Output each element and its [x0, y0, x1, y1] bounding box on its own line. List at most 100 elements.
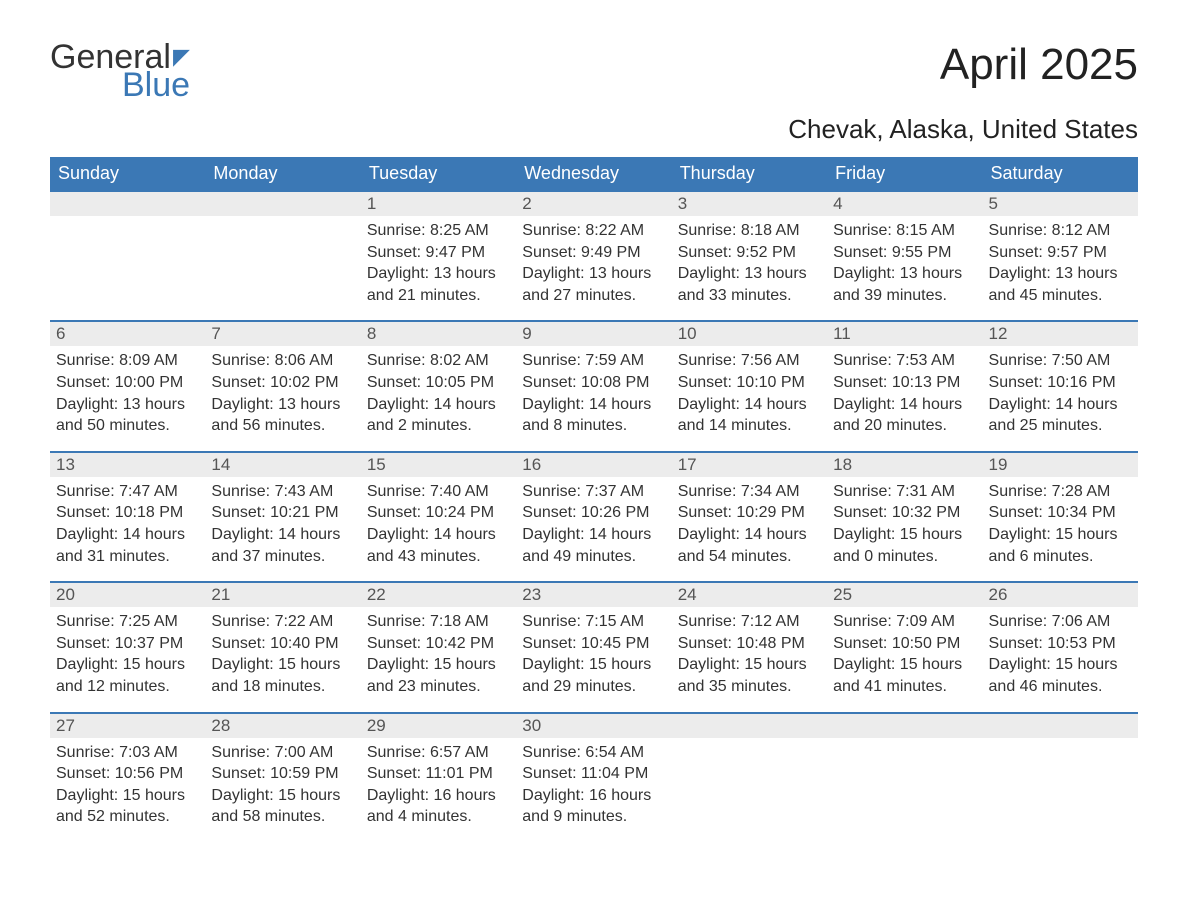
day-content-cell: Sunrise: 6:54 AMSunset: 11:04 PMDaylight… [516, 738, 671, 842]
day-content-cell: Sunrise: 8:02 AMSunset: 10:05 PMDaylight… [361, 346, 516, 451]
sunrise-text: Sunrise: 7:18 AM [367, 611, 510, 633]
daylight2-text: and 46 minutes. [989, 676, 1132, 698]
daylight2-text: and 0 minutes. [833, 546, 976, 568]
day-number-cell: 18 [827, 452, 982, 477]
day-content-cell: Sunrise: 7:47 AMSunset: 10:18 PMDaylight… [50, 477, 205, 582]
daylight2-text: and 35 minutes. [678, 676, 821, 698]
sunrise-text: Sunrise: 7:37 AM [522, 481, 665, 503]
sunrise-text: Sunrise: 8:12 AM [989, 220, 1132, 242]
day-content-cell: Sunrise: 8:25 AMSunset: 9:47 PMDaylight:… [361, 216, 516, 321]
day-content-cell: Sunrise: 7:31 AMSunset: 10:32 PMDaylight… [827, 477, 982, 582]
daylight1-text: Daylight: 15 hours [833, 654, 976, 676]
sunrise-text: Sunrise: 8:09 AM [56, 350, 199, 372]
daylight1-text: Daylight: 13 hours [833, 263, 976, 285]
sunrise-text: Sunrise: 7:22 AM [211, 611, 354, 633]
daylight1-text: Daylight: 13 hours [522, 263, 665, 285]
day-number-cell: 13 [50, 452, 205, 477]
sunrise-text: Sunrise: 7:50 AM [989, 350, 1132, 372]
daylight1-text: Daylight: 15 hours [678, 654, 821, 676]
weekday-header: Monday [205, 157, 360, 191]
day-content-cell: Sunrise: 8:12 AMSunset: 9:57 PMDaylight:… [983, 216, 1138, 321]
daylight2-text: and 2 minutes. [367, 415, 510, 437]
calendar-table: Sunday Monday Tuesday Wednesday Thursday… [50, 157, 1138, 842]
daylight2-text: and 58 minutes. [211, 806, 354, 828]
day-number-cell: 19 [983, 452, 1138, 477]
sunset-text: Sunset: 10:05 PM [367, 372, 510, 394]
day-content-cell [827, 738, 982, 842]
page-title: April 2025 [940, 40, 1138, 90]
sunset-text: Sunset: 10:59 PM [211, 763, 354, 785]
sunrise-text: Sunrise: 7:56 AM [678, 350, 821, 372]
daylight1-text: Daylight: 13 hours [211, 394, 354, 416]
daylight2-text: and 21 minutes. [367, 285, 510, 307]
day-number-cell: 10 [672, 321, 827, 346]
day-content-cell: Sunrise: 7:06 AMSunset: 10:53 PMDaylight… [983, 607, 1138, 712]
daylight2-text: and 45 minutes. [989, 285, 1132, 307]
sunset-text: Sunset: 10:16 PM [989, 372, 1132, 394]
daylight1-text: Daylight: 14 hours [56, 524, 199, 546]
daylight1-text: Daylight: 15 hours [56, 654, 199, 676]
sunset-text: Sunset: 9:57 PM [989, 242, 1132, 264]
day-number-cell: 23 [516, 582, 671, 607]
weekday-header: Wednesday [516, 157, 671, 191]
daylight1-text: Daylight: 15 hours [833, 524, 976, 546]
day-number-cell: 27 [50, 713, 205, 738]
daylight1-text: Daylight: 14 hours [367, 524, 510, 546]
day-number-cell: 29 [361, 713, 516, 738]
daylight1-text: Daylight: 14 hours [678, 524, 821, 546]
daylight1-text: Daylight: 14 hours [211, 524, 354, 546]
location-subtitle: Chevak, Alaska, United States [50, 114, 1138, 145]
sunset-text: Sunset: 10:18 PM [56, 502, 199, 524]
day-number-cell: 22 [361, 582, 516, 607]
daylight2-text: and 41 minutes. [833, 676, 976, 698]
sunrise-text: Sunrise: 7:40 AM [367, 481, 510, 503]
daylight1-text: Daylight: 14 hours [522, 394, 665, 416]
sunrise-text: Sunrise: 8:18 AM [678, 220, 821, 242]
day-number-cell: 16 [516, 452, 671, 477]
day-content-cell: Sunrise: 7:03 AMSunset: 10:56 PMDaylight… [50, 738, 205, 842]
daylight2-text: and 43 minutes. [367, 546, 510, 568]
day-number-row: 27282930 [50, 713, 1138, 738]
day-content-row: Sunrise: 7:25 AMSunset: 10:37 PMDaylight… [50, 607, 1138, 712]
day-content-cell: Sunrise: 7:22 AMSunset: 10:40 PMDaylight… [205, 607, 360, 712]
day-content-cell [672, 738, 827, 842]
sunrise-text: Sunrise: 7:28 AM [989, 481, 1132, 503]
daylight2-text: and 52 minutes. [56, 806, 199, 828]
day-content-cell [983, 738, 1138, 842]
sunrise-text: Sunrise: 8:25 AM [367, 220, 510, 242]
day-number-cell: 6 [50, 321, 205, 346]
daylight2-text: and 56 minutes. [211, 415, 354, 437]
title-block: April 2025 [940, 40, 1138, 90]
sunset-text: Sunset: 10:29 PM [678, 502, 821, 524]
daylight1-text: Daylight: 15 hours [367, 654, 510, 676]
sunset-text: Sunset: 10:10 PM [678, 372, 821, 394]
sunset-text: Sunset: 9:47 PM [367, 242, 510, 264]
day-content-cell: Sunrise: 8:09 AMSunset: 10:00 PMDaylight… [50, 346, 205, 451]
sunrise-text: Sunrise: 6:54 AM [522, 742, 665, 764]
daylight2-text: and 20 minutes. [833, 415, 976, 437]
day-content-cell: Sunrise: 7:18 AMSunset: 10:42 PMDaylight… [361, 607, 516, 712]
sunset-text: Sunset: 10:48 PM [678, 633, 821, 655]
day-content-cell: Sunrise: 7:40 AMSunset: 10:24 PMDaylight… [361, 477, 516, 582]
day-content-cell: Sunrise: 8:22 AMSunset: 9:49 PMDaylight:… [516, 216, 671, 321]
daylight2-text: and 27 minutes. [522, 285, 665, 307]
day-content-row: Sunrise: 7:47 AMSunset: 10:18 PMDaylight… [50, 477, 1138, 582]
sunset-text: Sunset: 10:26 PM [522, 502, 665, 524]
sunrise-text: Sunrise: 8:02 AM [367, 350, 510, 372]
day-number-cell: 25 [827, 582, 982, 607]
logo-word2: Blue [122, 68, 190, 102]
day-content-cell: Sunrise: 7:50 AMSunset: 10:16 PMDaylight… [983, 346, 1138, 451]
day-content-row: Sunrise: 7:03 AMSunset: 10:56 PMDaylight… [50, 738, 1138, 842]
day-content-cell: Sunrise: 7:25 AMSunset: 10:37 PMDaylight… [50, 607, 205, 712]
daylight2-text: and 33 minutes. [678, 285, 821, 307]
daylight1-text: Daylight: 14 hours [833, 394, 976, 416]
day-number-cell: 8 [361, 321, 516, 346]
day-content-cell: Sunrise: 7:00 AMSunset: 10:59 PMDaylight… [205, 738, 360, 842]
daylight2-text: and 54 minutes. [678, 546, 821, 568]
daylight2-text: and 6 minutes. [989, 546, 1132, 568]
day-number-cell: 20 [50, 582, 205, 607]
sunset-text: Sunset: 10:32 PM [833, 502, 976, 524]
day-content-cell: Sunrise: 8:15 AMSunset: 9:55 PMDaylight:… [827, 216, 982, 321]
sunset-text: Sunset: 10:40 PM [211, 633, 354, 655]
daylight1-text: Daylight: 15 hours [211, 785, 354, 807]
